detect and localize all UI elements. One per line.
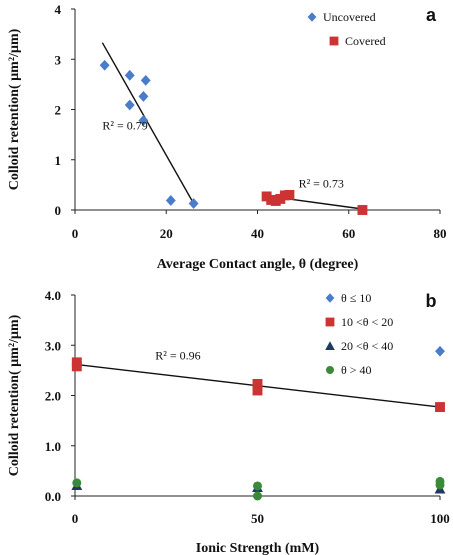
y-tick-label: 4.0 [45,288,61,303]
legend-label: θ ≤ 10 [341,291,371,305]
x-axis-label: Average Contact angle, θ (degree) [157,257,359,272]
x-tick-label: 80 [434,226,447,241]
legend-marker-triangle [325,341,335,350]
data-point-diamond [124,69,135,81]
data-point-diamond [435,345,445,357]
data-point-square [284,189,295,200]
legend-label: θ > 40 [341,363,372,377]
data-point-diamond [138,91,149,102]
x-tick-label: 0 [72,226,79,241]
y-tick-label: 1 [55,153,62,168]
r-squared-label: R² = 0.73 [299,176,344,190]
data-point-diamond [99,59,110,71]
data-point-circle [253,481,262,491]
data-point-circle [435,480,445,490]
data-point-diamond [140,74,151,86]
y-tick-label: 2 [55,103,62,118]
legend-marker-diamond [325,293,335,303]
y-tick-label: 4 [55,2,62,17]
data-point-diamond [138,115,149,126]
x-tick-label: 40 [251,226,264,241]
data-point-circle [72,478,82,488]
legend-marker-square [329,36,339,46]
data-point-square [435,402,445,413]
x-tick-label: 50 [251,511,264,526]
data-point-square [71,361,82,372]
data-point-square [357,205,368,215]
legend: θ ≤ 10 10 <θ < 20 20 <θ < 40 θ > 40 [325,291,393,377]
panel-label: a [426,5,437,25]
data-point-diamond [124,99,135,111]
data-point-circle [253,491,262,501]
x-tick-label: 20 [160,226,173,241]
x-tick-label: 0 [72,511,79,526]
y-tick-label: 0.0 [45,489,61,504]
y-tick-label: 3.0 [45,338,61,353]
chart-panel-b: 0.0 1.0 2.0 3.0 4.0 0 50 100 Ionic Strength (mM)… [7,288,450,555]
y-tick-label: 2.0 [45,389,61,404]
x-tick-label: 60 [342,226,355,241]
y-tick-label: 0 [55,203,62,218]
y-tick-label: 3 [55,52,62,67]
legend-marker-diamond [307,12,317,22]
legend-label: Covered [345,34,386,48]
r-squared-label: R² = 0.96 [155,348,200,362]
data-point-diamond [188,198,199,209]
panel-label: b [426,291,437,311]
y-axis-label: Colloid retention( µm²/µm) [7,28,22,190]
r-squared-label: R² = 0.79 [102,119,147,133]
legend-marker-square [325,317,335,327]
y-tick-label: 1.0 [45,439,61,454]
legend-label: 10 <θ < 20 [341,315,393,329]
x-tick-label: 100 [430,511,450,526]
legend: Uncovered Covered [307,10,386,48]
legend-label: Uncovered [323,10,376,24]
x-axis-label: Ionic Strength (mM) [196,541,320,555]
legend-label: 20 <θ < 40 [341,339,393,353]
data-point-diamond [165,195,176,206]
trendline [101,42,195,204]
data-point-square [252,385,263,396]
y-axis-label: Colloid retention( µm²/µm) [7,314,22,476]
legend-marker-circle [326,366,334,374]
data-point-square [252,378,263,389]
